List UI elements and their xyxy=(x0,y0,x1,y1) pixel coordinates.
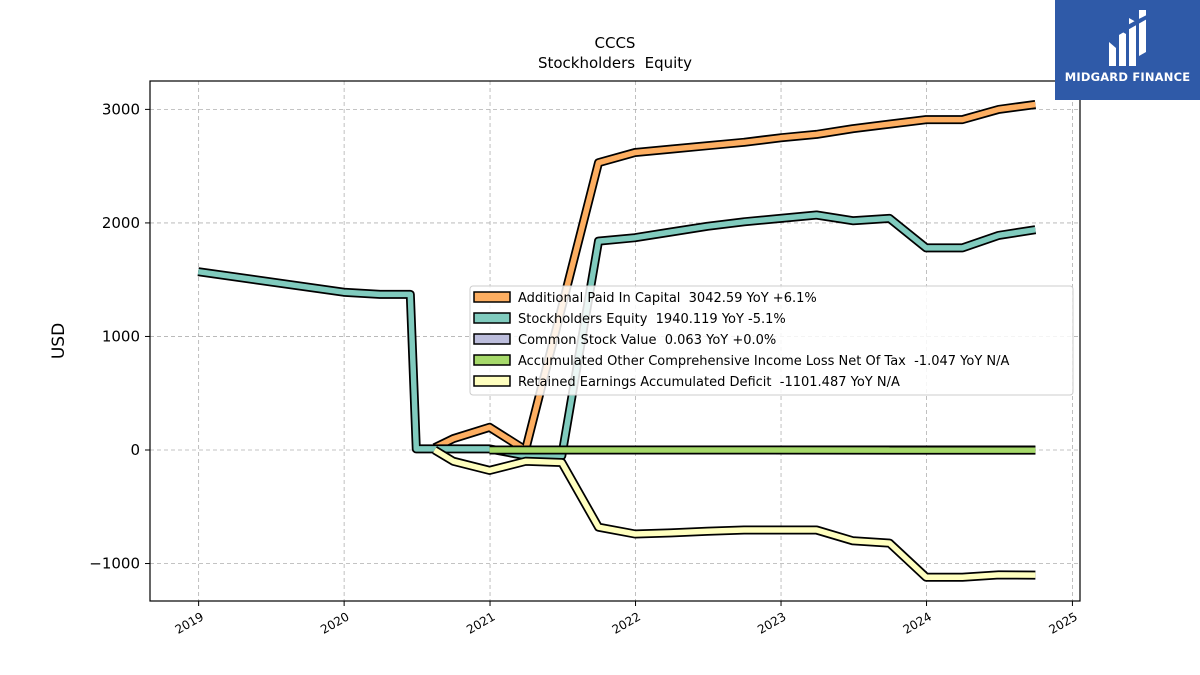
chart-subtitle: Stockholders Equity xyxy=(538,54,692,72)
series-line-outline xyxy=(432,100,1036,455)
legend-label: Retained Earnings Accumulated Deficit -1… xyxy=(518,375,900,390)
chart-title: CCCS xyxy=(595,34,636,52)
x-tick-label: 2025 xyxy=(1046,609,1079,636)
legend-label: Stockholders Equity 1940.119 YoY -5.1% xyxy=(518,312,786,327)
y-tick-label: 0 xyxy=(130,441,140,459)
series-group xyxy=(197,100,1037,582)
logo-text: MIDGARD FINANCE xyxy=(1064,70,1191,84)
legend-swatch xyxy=(473,354,511,366)
y-tick-label: 3000 xyxy=(102,100,140,118)
legend-swatch xyxy=(473,291,511,303)
x-tick-label: 2022 xyxy=(610,609,643,636)
x-tick-label: 2021 xyxy=(464,609,497,636)
x-tick-label: 2024 xyxy=(901,609,934,636)
x-axis: 2019 2020 2021 2022 2023 2024 2025 xyxy=(173,601,1080,637)
series-additional-paid-in-capital xyxy=(432,100,1036,455)
legend-swatch xyxy=(473,312,511,324)
y-tick-label: 2000 xyxy=(102,214,140,232)
series-line-outline xyxy=(432,446,1036,582)
series-stockholders-equity xyxy=(197,210,1037,461)
series-retained-earnings-accumulated-deficit xyxy=(432,446,1036,582)
legend-box xyxy=(469,285,1074,396)
legend-label: Accumulated Other Comprehensive Income L… xyxy=(518,354,1009,369)
y-tick-label: 1000 xyxy=(102,327,140,345)
brand-logo: MIDGARD FINANCE xyxy=(1055,0,1200,100)
y-axis-label: USD xyxy=(49,323,69,359)
legend-swatch xyxy=(473,375,511,387)
legend-label: Additional Paid In Capital 3042.59 YoY +… xyxy=(518,291,817,306)
legend: Additional Paid In Capital 3042.59 YoY +… xyxy=(469,285,1074,396)
midgard-monogram-icon xyxy=(1107,10,1149,66)
series-line xyxy=(433,447,1036,580)
plot-frame xyxy=(149,80,1081,602)
series-line xyxy=(433,101,1036,453)
x-tick-label: 2019 xyxy=(173,609,206,636)
series-line xyxy=(197,212,1036,459)
y-axis: −1000 0 1000 2000 3000 xyxy=(89,100,150,573)
y-tick-label: −1000 xyxy=(89,555,140,573)
legend-label: Common Stock Value 0.063 YoY +0.0% xyxy=(518,333,776,348)
x-tick-label: 2023 xyxy=(755,609,788,636)
x-tick-label: 2020 xyxy=(318,609,351,636)
legend-swatch xyxy=(473,333,511,345)
